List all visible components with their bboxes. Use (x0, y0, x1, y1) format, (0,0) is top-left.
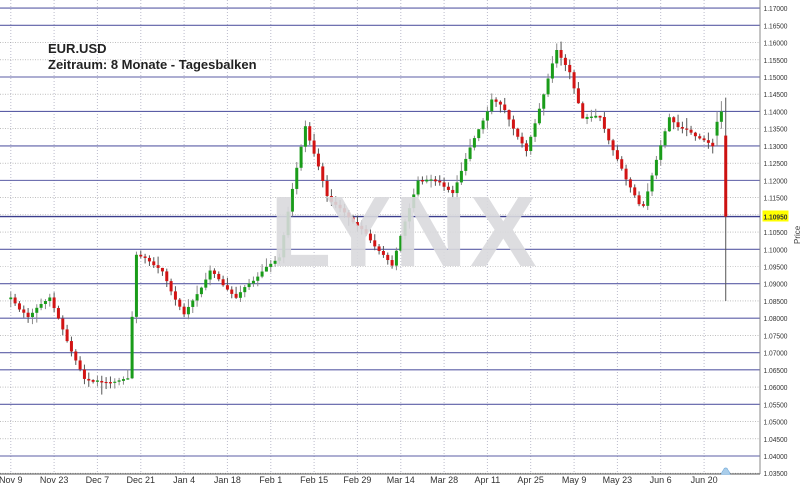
svg-text:1.16000: 1.16000 (764, 39, 788, 48)
svg-text:Nov 9: Nov 9 (0, 475, 23, 485)
svg-text:1.17000: 1.17000 (764, 4, 788, 13)
svg-text:1.13500: 1.13500 (764, 125, 788, 134)
svg-text:1.08000: 1.08000 (764, 314, 788, 323)
svg-text:1.04000: 1.04000 (764, 452, 788, 461)
svg-text:1.14500: 1.14500 (764, 90, 788, 99)
svg-text:Mar 28: Mar 28 (430, 475, 458, 485)
svg-text:Feb 29: Feb 29 (343, 475, 371, 485)
svg-text:1.15000: 1.15000 (764, 73, 788, 82)
svg-text:1.03500: 1.03500 (764, 469, 788, 478)
svg-text:1.12000: 1.12000 (764, 176, 788, 185)
svg-text:Dec 21: Dec 21 (127, 475, 156, 485)
svg-text:1.10950: 1.10950 (764, 213, 788, 222)
svg-text:Feb 1: Feb 1 (259, 475, 282, 485)
svg-text:1.06500: 1.06500 (764, 366, 788, 375)
svg-text:1.09000: 1.09000 (764, 280, 788, 289)
svg-text:Dec 7: Dec 7 (86, 475, 110, 485)
svg-text:1.11500: 1.11500 (764, 194, 788, 203)
svg-text:Feb 15: Feb 15 (300, 475, 328, 485)
svg-text:1.08500: 1.08500 (764, 297, 788, 306)
svg-text:1.13000: 1.13000 (764, 142, 788, 151)
svg-text:1.10500: 1.10500 (764, 228, 788, 237)
svg-text:1.09500: 1.09500 (764, 263, 788, 272)
svg-text:Jan 18: Jan 18 (214, 475, 241, 485)
svg-text:Apr 25: Apr 25 (517, 475, 544, 485)
svg-text:1.16500: 1.16500 (764, 21, 788, 30)
svg-text:1.10000: 1.10000 (764, 245, 788, 254)
svg-text:May 23: May 23 (603, 475, 633, 485)
svg-text:1.07000: 1.07000 (764, 349, 788, 358)
svg-text:1.05000: 1.05000 (764, 418, 788, 427)
svg-text:1.12500: 1.12500 (764, 159, 788, 168)
svg-text:Nov 23: Nov 23 (40, 475, 69, 485)
svg-text:May 9: May 9 (562, 475, 587, 485)
svg-text:Jun 6: Jun 6 (650, 475, 672, 485)
svg-text:1.04500: 1.04500 (764, 435, 788, 444)
svg-text:Jun 20: Jun 20 (691, 475, 718, 485)
svg-text:1.07500: 1.07500 (764, 331, 788, 340)
svg-text:1.06000: 1.06000 (764, 383, 788, 392)
svg-text:Apr 11: Apr 11 (474, 475, 500, 485)
svg-text:1.05500: 1.05500 (764, 400, 788, 409)
svg-text:Jan 4: Jan 4 (173, 475, 195, 485)
svg-text:1.14000: 1.14000 (764, 108, 788, 117)
svg-text:1.15500: 1.15500 (764, 56, 788, 65)
svg-text:Mar 14: Mar 14 (387, 475, 415, 485)
